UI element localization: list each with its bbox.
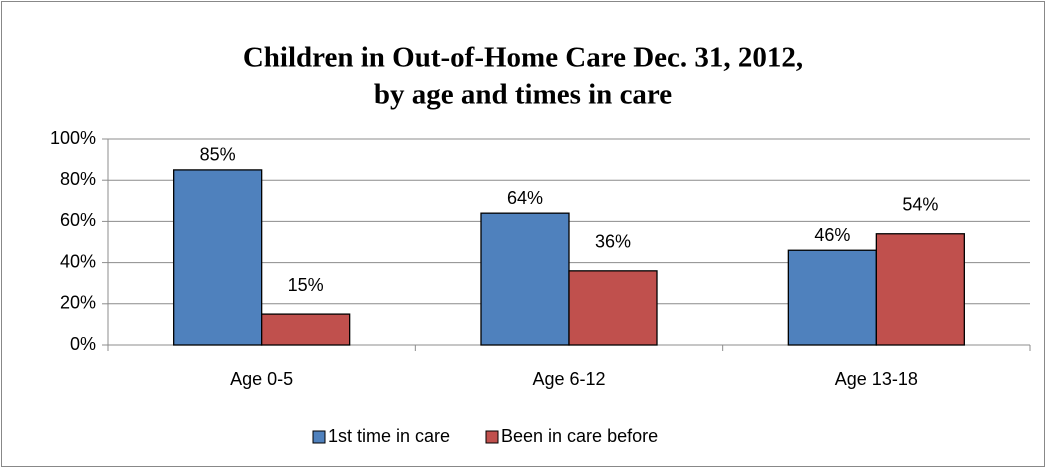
x-tick-label: Age 0-5 xyxy=(230,369,293,389)
chart-title: Children in Out-of-Home Care Dec. 31, 20… xyxy=(243,42,803,74)
y-tick-label: 60% xyxy=(60,210,96,230)
value-label: 54% xyxy=(902,195,938,215)
value-label: 15% xyxy=(288,275,324,295)
bar xyxy=(261,313,351,346)
chart-title: by age and times in care xyxy=(374,79,672,111)
value-label: 85% xyxy=(200,145,236,165)
legend-swatch xyxy=(312,430,326,444)
y-tick-label: 0% xyxy=(70,334,96,354)
bar xyxy=(480,212,570,346)
value-label: 64% xyxy=(507,188,543,208)
x-tick-label: Age 6-12 xyxy=(532,369,605,389)
value-label: 46% xyxy=(814,225,850,245)
bar xyxy=(568,270,658,346)
x-tick-label: Age 13-18 xyxy=(835,369,918,389)
legend-swatch xyxy=(485,430,499,444)
value-label: 36% xyxy=(595,232,631,252)
y-tick-label: 100% xyxy=(50,128,96,148)
bar xyxy=(173,169,263,346)
legend-label: Been in care before xyxy=(501,426,658,446)
bar xyxy=(787,249,877,346)
y-tick-label: 80% xyxy=(60,169,96,189)
legend-label: 1st time in care xyxy=(328,426,450,446)
y-tick-label: 40% xyxy=(60,251,96,271)
y-tick-label: 20% xyxy=(60,293,96,313)
bar xyxy=(875,233,965,346)
